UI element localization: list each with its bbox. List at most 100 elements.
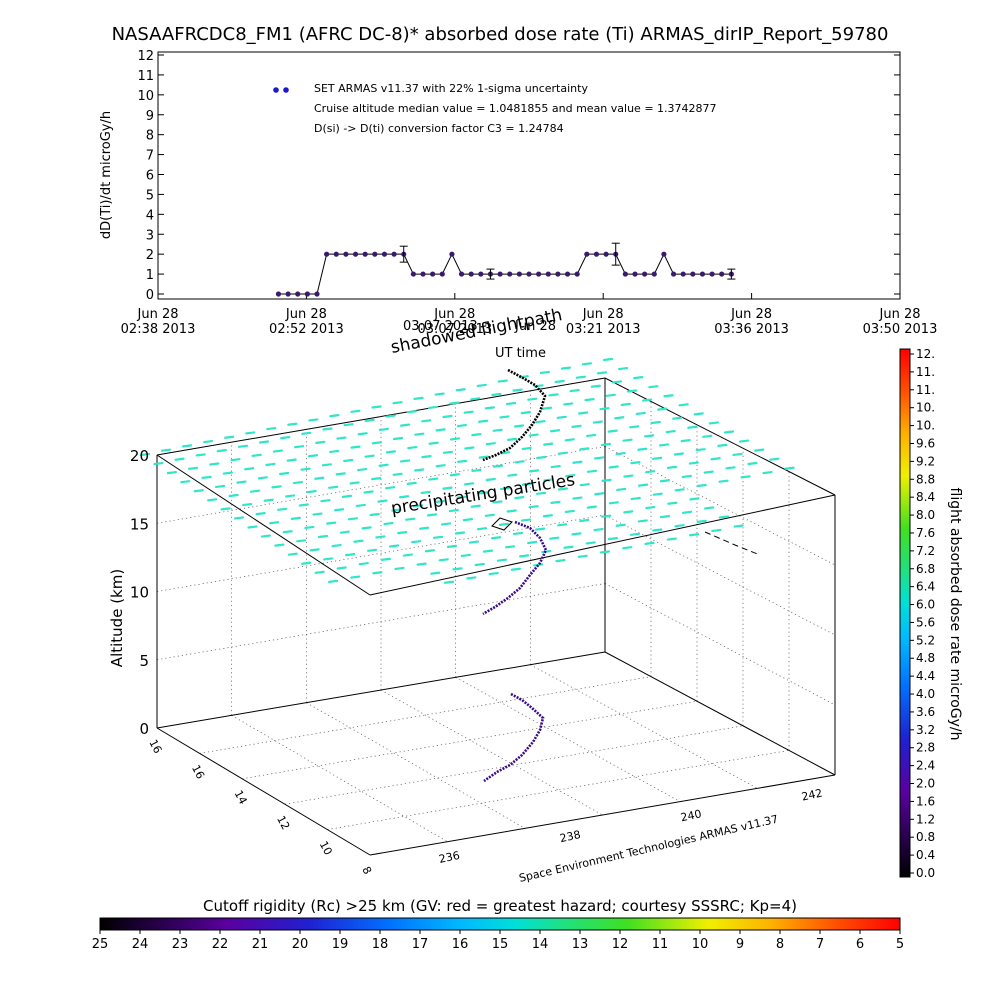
particle-marker: [266, 426, 277, 431]
particle-marker: [399, 495, 410, 499]
particle-marker: [514, 496, 525, 500]
particle-marker: [549, 536, 560, 540]
particle-marker: [274, 543, 285, 547]
particle-marker: [681, 510, 693, 514]
particle-marker: [397, 530, 408, 535]
longitude-ticks: 236 238 240 242: [438, 786, 824, 865]
particle-marker: [466, 576, 477, 580]
particle-marker: [443, 580, 455, 584]
particle-marker: [718, 479, 729, 483]
particle-marker: [258, 440, 270, 444]
particle-marker: [543, 442, 554, 446]
particle-marker: [520, 518, 532, 522]
particle-marker: [456, 495, 467, 499]
particle-marker: [652, 492, 663, 496]
dose-rate-point: [275, 291, 282, 297]
particle-marker: [314, 570, 325, 574]
particle-marker: [510, 567, 522, 571]
particle-marker: [784, 466, 795, 470]
rigidity-colorbar-tick-label: 15: [492, 937, 509, 952]
dose-colorbar-label: flight absorbed dose rate microGy/h: [947, 488, 963, 741]
particle-marker: [438, 558, 449, 562]
particle-marker: [449, 473, 460, 477]
particle-marker: [630, 496, 641, 501]
particle-marker: [237, 444, 249, 448]
particle-marker: [209, 462, 220, 466]
particle-marker: [471, 433, 482, 437]
particle-marker: [478, 419, 489, 423]
particle-marker: [290, 516, 301, 520]
side-wall-grid-line: [604, 446, 836, 566]
dose-rate-point: [430, 271, 436, 277]
particle-marker: [456, 423, 467, 428]
x-tick-time: 02:52 2013: [269, 322, 344, 337]
particle-marker: [369, 512, 380, 517]
particle-marker: [478, 455, 489, 459]
particle-marker: [586, 505, 597, 509]
dose-rate-legend: SET ARMAS v11.37 with 22% 1-sigma uncert…: [273, 82, 717, 135]
particle-marker: [557, 451, 568, 455]
particle-marker: [492, 464, 504, 468]
particle-marker: [375, 535, 386, 539]
altitude-tick-label: 10: [130, 584, 149, 602]
particle-marker: [630, 461, 641, 465]
box-edge: [156, 454, 371, 596]
dose-colorbar-tick-label: 6.0: [916, 598, 935, 612]
particle-marker: [301, 431, 312, 435]
ut-time-label: UT time: [495, 346, 546, 361]
particle-marker: [424, 549, 436, 553]
particle-marker: [518, 375, 529, 379]
x-tick-day: Jun 28: [730, 307, 772, 322]
particle-marker: [539, 370, 550, 375]
particle-marker: [650, 420, 661, 425]
trajectory-high-altitude: [482, 368, 547, 462]
dose-rate-point: [343, 251, 349, 257]
particle-marker: [579, 518, 590, 523]
particle-marker: [695, 448, 706, 452]
particle-marker: [263, 498, 274, 502]
particle-marker: [277, 507, 288, 511]
x-tick-time: 02:38 2013: [121, 322, 196, 337]
rigidity-colorbar-tick-label: 8: [776, 937, 784, 952]
particle-marker: [448, 508, 459, 513]
particle-marker: [693, 412, 704, 416]
particle-marker: [470, 397, 481, 401]
particle-marker: [269, 521, 280, 525]
particle-marker: [280, 436, 291, 440]
particle-marker: [521, 482, 532, 486]
particle-marker: [464, 446, 475, 450]
particle-marker: [678, 403, 689, 407]
particle-marker: [554, 379, 565, 384]
rigidity-colorbar-tick-label: 11: [652, 937, 669, 952]
particle-marker: [666, 537, 677, 541]
dose-rate-point: [324, 251, 330, 257]
particle-marker: [255, 512, 266, 516]
altitude-ticks: 0 5 10 15 20: [130, 447, 149, 738]
dose-rate-point: [507, 271, 513, 277]
particle-marker: [579, 483, 590, 487]
particle-marker: [364, 454, 375, 458]
rigidity-colorbar: Cutoff rigidity (Rc) >25 km (GV: red = g…: [92, 897, 904, 952]
particle-marker: [216, 449, 227, 453]
particle-marker: [449, 437, 461, 441]
particle-marker: [335, 472, 346, 476]
particle-marker: [614, 416, 625, 420]
dose-rate-point: [516, 271, 522, 277]
particle-marker: [521, 446, 532, 451]
dose-rate-point: [352, 251, 359, 257]
rigidity-colorbar-tick-label: 16: [452, 937, 469, 952]
particle-marker: [399, 459, 411, 463]
rigidity-colorbar-tick-label: 18: [372, 937, 389, 952]
particle-marker: [490, 536, 502, 540]
particle-marker: [618, 366, 629, 371]
particle-marker: [468, 540, 480, 544]
particle-marker: [249, 489, 261, 493]
particle-marker: [496, 558, 508, 562]
particle-marker: [488, 571, 499, 576]
dose-colorbar-tick-label: 2.0: [916, 777, 935, 791]
altitude-tick-label: 15: [130, 515, 149, 533]
particle-marker: [666, 465, 678, 469]
rigidity-colorbar-tick-label: 10: [692, 937, 709, 952]
legend-marker-dot: [273, 87, 279, 93]
y-tick-label: 0: [146, 288, 154, 303]
